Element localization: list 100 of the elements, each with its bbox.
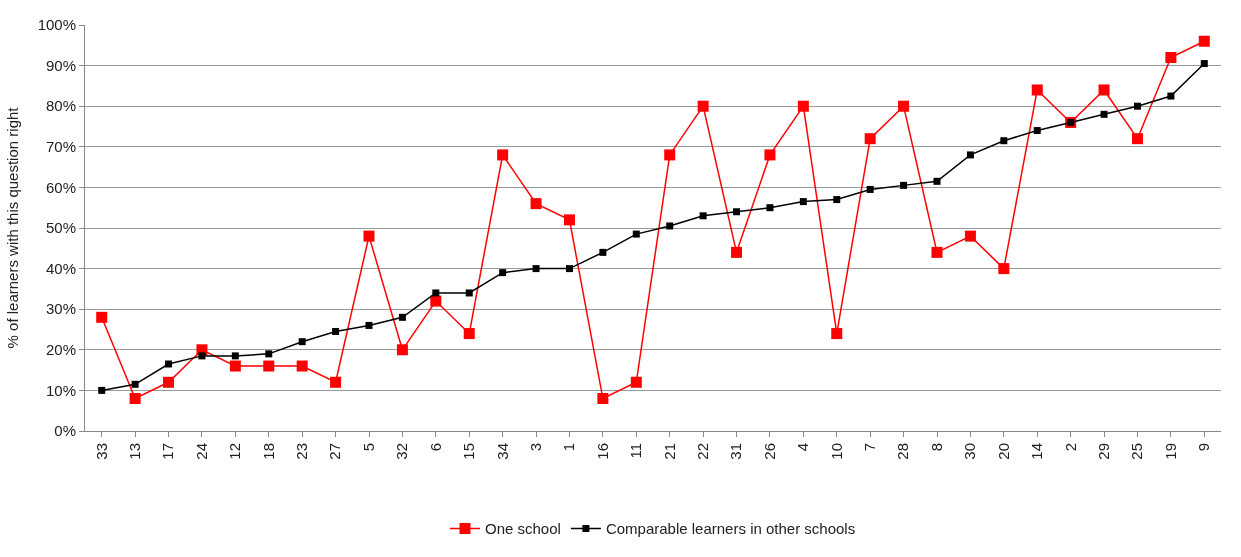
point	[831, 328, 843, 340]
point	[96, 311, 108, 323]
point	[764, 149, 776, 161]
x-tick-label: 7	[861, 443, 879, 452]
point	[263, 360, 275, 372]
point	[797, 100, 809, 112]
point	[330, 376, 342, 388]
x-tick-label: 22	[693, 443, 711, 460]
legend-label: Comparable learners in other schools	[605, 520, 856, 538]
point	[231, 352, 239, 360]
point	[697, 100, 709, 112]
x-tick-label: 31	[727, 443, 745, 460]
point	[799, 198, 807, 206]
x-tick-label: 10	[827, 443, 845, 460]
x-tick-label: 14	[1028, 443, 1046, 460]
point	[396, 344, 408, 356]
point	[900, 181, 908, 189]
point	[966, 151, 974, 159]
y-tick-label: 20%	[45, 341, 76, 359]
point	[1100, 110, 1108, 118]
point	[1000, 137, 1008, 145]
point	[699, 212, 707, 220]
point	[98, 386, 106, 394]
point	[298, 338, 306, 346]
point	[864, 133, 876, 145]
x-tick-label: 16	[593, 443, 611, 460]
x-tick-label: 32	[393, 443, 411, 460]
point	[1131, 133, 1143, 145]
x-tick-label: 33	[92, 443, 110, 460]
point	[465, 289, 473, 297]
point	[165, 360, 173, 368]
point	[332, 328, 340, 336]
point	[664, 149, 676, 161]
point	[1200, 60, 1208, 68]
x-tick-label: 1	[560, 443, 578, 452]
point	[365, 321, 373, 329]
y-tick-label: 10%	[45, 381, 76, 399]
point	[497, 149, 509, 161]
point	[432, 289, 440, 297]
point	[998, 263, 1010, 275]
point	[398, 313, 406, 321]
point	[1165, 51, 1177, 63]
point	[530, 198, 542, 210]
point	[1198, 35, 1210, 47]
point	[499, 269, 507, 277]
legend-label: One school	[485, 520, 561, 538]
y-tick-label: 60%	[45, 178, 76, 196]
point	[866, 185, 874, 193]
x-tick-label: 19	[1161, 443, 1179, 460]
point	[131, 380, 139, 388]
x-tick-label: 3	[526, 443, 544, 452]
x-tick-label: 11	[627, 443, 645, 459]
x-tick-label: 27	[326, 443, 344, 460]
x-tick-label: 21	[660, 443, 678, 460]
x-tick-label: 24	[192, 443, 210, 460]
x-tick-label: 13	[125, 443, 143, 460]
x-tick-label: 26	[760, 443, 778, 460]
x-tick-label: 34	[493, 443, 511, 460]
x-tick-label: 25	[1128, 443, 1146, 460]
point	[163, 376, 175, 388]
point	[1133, 102, 1141, 110]
point	[363, 230, 375, 242]
point	[766, 204, 774, 212]
x-tick-label: 8	[927, 443, 945, 452]
point	[1098, 84, 1110, 96]
x-tick-label: 12	[226, 443, 244, 460]
y-tick-label: 80%	[45, 97, 76, 115]
point	[1033, 127, 1041, 135]
point	[630, 376, 642, 388]
point	[296, 360, 308, 372]
point	[229, 360, 241, 372]
point	[1031, 84, 1043, 96]
y-axis-title: % of learners with this question right	[3, 106, 21, 349]
point	[265, 350, 273, 358]
x-tick-label: 20	[994, 443, 1012, 460]
y-tick-label: 40%	[45, 259, 76, 277]
x-tick-label: 4	[794, 443, 812, 452]
point	[463, 328, 475, 340]
point	[563, 214, 575, 226]
point	[733, 208, 741, 216]
x-tick-label: 23	[293, 443, 311, 460]
x-tick-label: 15	[460, 443, 478, 460]
point	[129, 393, 141, 405]
x-tick-label: 29	[1094, 443, 1112, 460]
point	[532, 265, 540, 273]
point	[931, 246, 943, 258]
x-tick-label: 18	[259, 443, 277, 460]
x-tick-label: 28	[894, 443, 912, 460]
point	[597, 393, 609, 405]
point	[833, 196, 841, 204]
point	[430, 295, 442, 307]
x-tick-label: 9	[1195, 443, 1213, 452]
point	[731, 246, 743, 258]
x-tick-label: 6	[426, 443, 444, 452]
x-tick-label: 5	[359, 443, 377, 452]
point	[666, 222, 674, 230]
y-tick-label: 30%	[45, 300, 76, 318]
point	[599, 248, 607, 256]
point	[632, 230, 640, 238]
point	[964, 230, 976, 242]
